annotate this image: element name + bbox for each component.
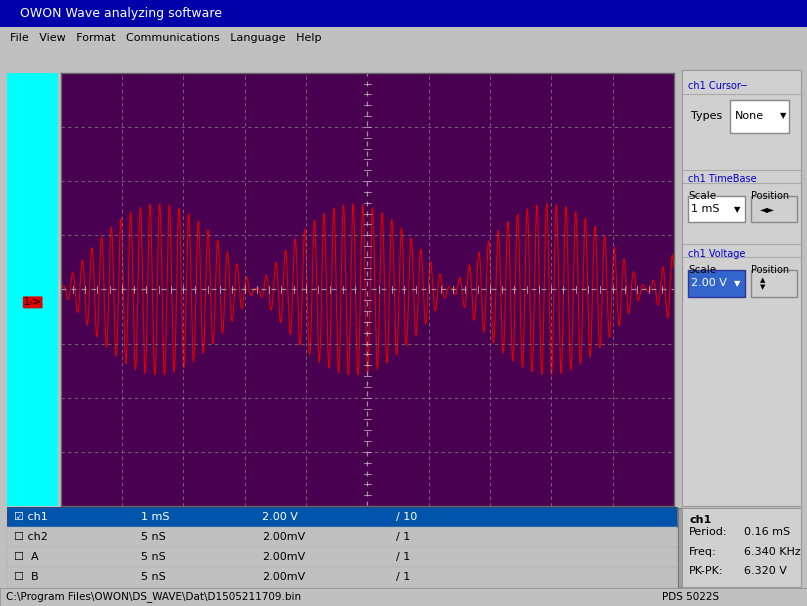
Text: 0.16 mS: 0.16 mS xyxy=(744,527,790,537)
Text: Position: Position xyxy=(751,265,789,275)
Text: Scale: Scale xyxy=(688,191,716,201)
Text: Scale: Scale xyxy=(688,265,716,275)
Text: ch1 Voltage: ch1 Voltage xyxy=(688,248,745,259)
Text: PK-PK:: PK-PK: xyxy=(689,567,724,576)
Text: ch1 Cursor─: ch1 Cursor─ xyxy=(688,81,746,91)
Text: Types: Types xyxy=(692,110,723,121)
Text: / 1: / 1 xyxy=(395,552,410,562)
Text: C:\Program Files\OWON\DS_WAVE\Dat\D1505211709.bin: C:\Program Files\OWON\DS_WAVE\Dat\D15052… xyxy=(6,591,302,602)
Text: PDS 5022S: PDS 5022S xyxy=(662,592,719,602)
Text: ☐  B: ☐ B xyxy=(14,572,39,582)
Text: / 1: / 1 xyxy=(395,532,410,542)
Text: None: None xyxy=(734,110,763,121)
Text: OWON Wave analyzing software: OWON Wave analyzing software xyxy=(20,7,222,20)
Text: 2.00mV: 2.00mV xyxy=(261,532,305,542)
Text: 2.00mV: 2.00mV xyxy=(261,572,305,582)
Text: ◄►: ◄► xyxy=(759,204,775,215)
Text: ▲
▼: ▲ ▼ xyxy=(760,277,766,290)
Text: ▼: ▼ xyxy=(734,279,741,288)
FancyBboxPatch shape xyxy=(688,196,745,222)
Text: File   View   Format   Communications   Language   Help: File View Format Communications Language… xyxy=(10,33,321,44)
Text: 5 nS: 5 nS xyxy=(141,552,166,562)
Text: ☐  A: ☐ A xyxy=(14,552,39,562)
Text: / 10: / 10 xyxy=(395,512,417,522)
Text: 5 nS: 5 nS xyxy=(141,572,166,582)
FancyBboxPatch shape xyxy=(751,270,797,296)
FancyBboxPatch shape xyxy=(688,270,745,296)
Text: Period:: Period: xyxy=(689,527,728,537)
Text: Freq:: Freq: xyxy=(689,547,717,557)
Text: 2.00 V: 2.00 V xyxy=(692,279,727,288)
Text: ☑ ch1: ☑ ch1 xyxy=(14,512,48,522)
Text: ▼: ▼ xyxy=(780,111,786,120)
Text: ch1: ch1 xyxy=(689,514,711,525)
FancyBboxPatch shape xyxy=(751,196,797,222)
Text: 6.340 KHz: 6.340 KHz xyxy=(744,547,801,557)
Text: ☐ ch2: ☐ ch2 xyxy=(14,532,48,542)
Text: 2.00 V: 2.00 V xyxy=(261,512,298,522)
Text: / 1: / 1 xyxy=(395,572,410,582)
Text: 2.00mV: 2.00mV xyxy=(261,552,305,562)
Text: 1 mS: 1 mS xyxy=(692,204,720,215)
Text: 1->: 1-> xyxy=(24,298,41,307)
Text: Position: Position xyxy=(751,191,789,201)
Text: 5 nS: 5 nS xyxy=(141,532,166,542)
Text: 6.320 V: 6.320 V xyxy=(744,567,787,576)
FancyBboxPatch shape xyxy=(730,100,789,133)
Text: ▼: ▼ xyxy=(734,205,741,214)
Text: ch1 TimeBase: ch1 TimeBase xyxy=(688,175,756,184)
Text: 1 mS: 1 mS xyxy=(141,512,169,522)
